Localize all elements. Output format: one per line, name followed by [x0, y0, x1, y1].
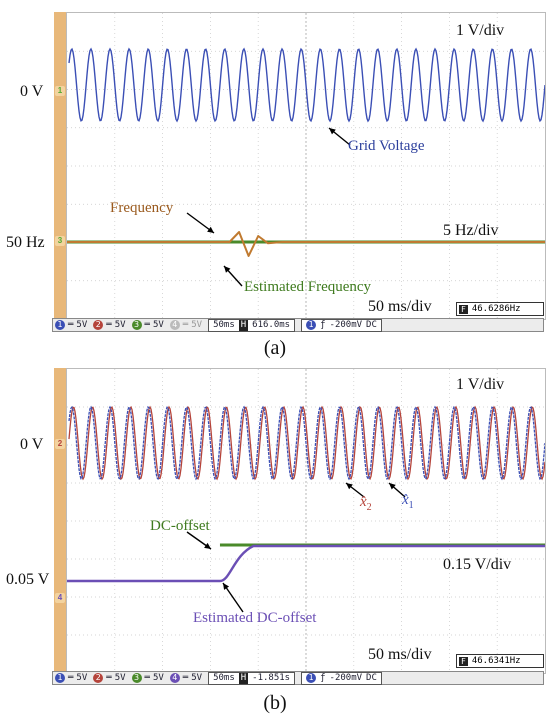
caption-a: (a): [263, 337, 287, 359]
scale-label-top-b: 1 V/div: [456, 376, 505, 393]
arrow-frequency-head: [207, 226, 214, 233]
arrow-x2-head: [346, 483, 353, 490]
time-div-label-b: 50 ms/div: [368, 646, 432, 663]
annotation-estimated-frequency: Estimated Frequency: [244, 279, 372, 295]
channel-offset-bar-b: [54, 368, 66, 672]
status-ch4-a: 4 ═ 5V: [169, 320, 202, 330]
ch1-marker-a: 1: [55, 86, 65, 96]
scope-plot-b: [67, 369, 545, 673]
arrow-grid-voltage-head: [329, 128, 336, 135]
scale-label-mid-b: 0.15 V/div: [443, 556, 512, 573]
scope-screen-a: [66, 12, 546, 320]
level-label-voltage-b: 0 V: [20, 436, 44, 453]
frequency-readout-a: F 46.6286Hz: [456, 302, 544, 316]
annotation-x2: x̂2: [360, 494, 372, 513]
grid-voltage-trace: [68, 47, 545, 123]
arrow-x1-head: [389, 483, 396, 490]
status-ch1-b: 1 ═ 5V: [55, 673, 87, 683]
annotation-dc-offset: DC-offset: [150, 518, 210, 534]
level-label-voltage-a: 0 V: [20, 83, 44, 100]
channel-offset-bar: [54, 12, 66, 318]
level-label-frequency-a: 50 Hz: [6, 234, 45, 251]
timebase-box-b: 50ms H -1.851s: [208, 671, 296, 685]
arrow-estimated-dc-offset-head: [223, 583, 230, 590]
frequency-readout-b: F 46.6341Hz: [456, 654, 544, 668]
scope-screen-b: [66, 368, 546, 674]
ch3-marker-a: 3: [55, 236, 65, 246]
status-ch1-a: 1 ═ 5V: [55, 320, 87, 330]
status-ch4-b: 4 ═ 5V: [169, 673, 202, 683]
status-ch3-b: 3 ═ 5V: [131, 673, 164, 683]
ch4-marker-b: 4: [55, 593, 65, 603]
time-div-label-a: 50 ms/div: [368, 298, 432, 315]
annotation-frequency: Frequency: [110, 200, 174, 216]
estimated-frequency-trace: [67, 231, 545, 257]
scale-label-mid-a: 5 Hz/div: [443, 222, 499, 239]
scale-label-top-a: 1 V/div: [456, 22, 505, 39]
trigger-box-a: 1 ƒ -200mV DC: [301, 318, 382, 332]
level-label-dc-b: 0.05 V: [6, 571, 50, 588]
caption-b: (b): [263, 692, 287, 714]
status-ch3-a: 3 ═ 5V: [131, 320, 164, 330]
annotation-grid-voltage: Grid Voltage: [348, 138, 425, 154]
timebase-box-a: 50ms H 616.0ms: [208, 318, 296, 332]
x2-estimate-trace: [68, 405, 545, 481]
annotation-x1: x̂1: [402, 492, 414, 511]
estimated-dc-offset-trace: [67, 544, 545, 583]
x1-estimate-trace: [68, 405, 545, 481]
panel-b: 2 4 0 V 0.05 V 1 V/div 0.15 V/div 50 ms/…: [0, 366, 550, 721]
panel-a: 1 3 0 V 50 Hz 1 V/div 5 Hz/div 50 ms/div…: [0, 0, 550, 360]
grid-b: [67, 369, 545, 673]
status-ch2-b: 2 ═ 5V: [93, 673, 126, 683]
grid-a: [67, 13, 545, 319]
annotation-estimated-dc-offset: Estimated DC-offset: [193, 610, 317, 626]
scope-plot-a: [67, 13, 545, 319]
trigger-box-b: 1 ƒ -200mV DC: [301, 671, 382, 685]
status-ch2-a: 2 ═ 5V: [93, 320, 126, 330]
ch2-marker-b: 2: [55, 439, 65, 449]
arrow-dc-offset-head: [204, 542, 211, 549]
arrow-estimated-frequency-head: [224, 266, 231, 273]
